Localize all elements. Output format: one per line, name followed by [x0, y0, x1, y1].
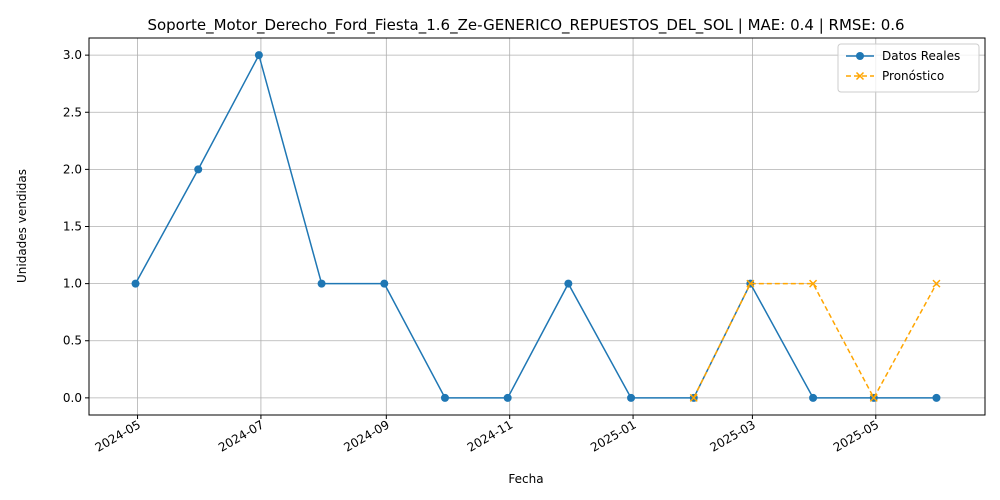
data-point [627, 393, 636, 402]
data-point [440, 393, 449, 402]
data-point [932, 279, 941, 288]
data-point [746, 279, 755, 288]
data-point [869, 393, 878, 402]
y-tick-label: 0.0 [63, 391, 82, 405]
data-point [503, 393, 512, 402]
data-point [809, 279, 818, 288]
series-layer [131, 51, 941, 402]
data-point [317, 279, 326, 288]
y-tick-label: 0.5 [63, 334, 82, 348]
legend-marker-datos-reales [856, 52, 864, 60]
series-line [693, 282, 938, 400]
data-point [380, 279, 389, 288]
legend-marker-pronostico [855, 71, 865, 81]
y-tick-label: 3.0 [63, 48, 82, 62]
data-point [689, 393, 698, 402]
data-point [564, 279, 573, 288]
data-point [131, 279, 140, 288]
y-axis-label: Unidades vendidas [15, 169, 29, 283]
data-point [809, 393, 818, 402]
y-tick-label: 1.5 [63, 220, 82, 234]
y-tick-label: 1.0 [63, 277, 82, 291]
legend-label-pronostico: Pronóstico [882, 69, 944, 83]
series-line [134, 53, 937, 399]
legend-label-datos-reales: Datos Reales [882, 49, 960, 63]
legend: Datos Reales Pronóstico [837, 43, 980, 93]
data-point [254, 51, 263, 60]
grid [89, 38, 985, 415]
series-1 [689, 279, 941, 402]
data-point [932, 393, 941, 402]
data-point [194, 165, 203, 174]
y-tick-label: 2.5 [63, 105, 82, 119]
y-tick-label: 2.0 [63, 162, 82, 176]
x-axis-label: Fecha [508, 472, 543, 486]
chart-title: Soporte_Motor_Derecho_Ford_Fiesta_1.6_Ze… [147, 16, 904, 35]
